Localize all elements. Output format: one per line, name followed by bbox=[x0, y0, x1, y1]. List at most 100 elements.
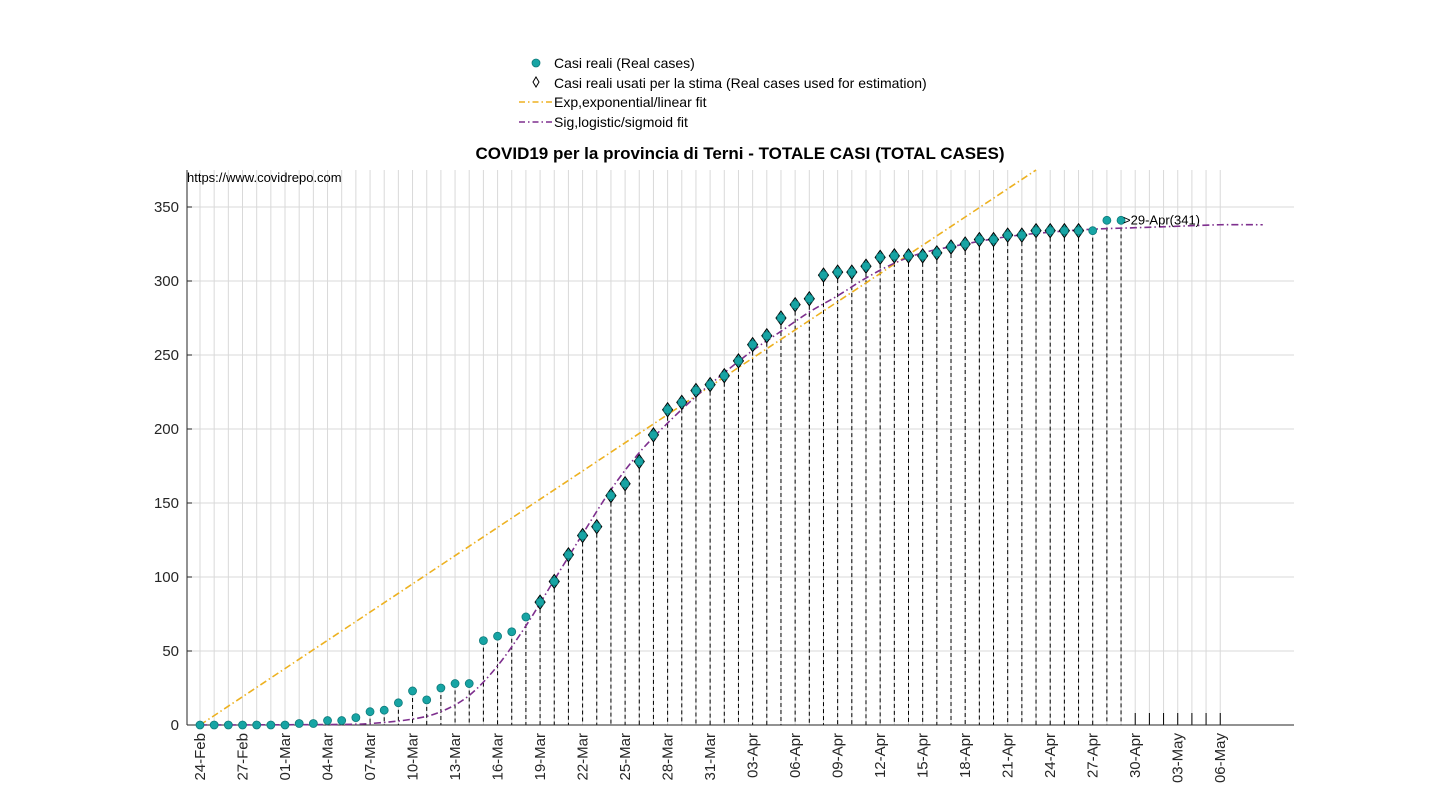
legend-label-sig-fit: Sig,logistic/sigmoid fit bbox=[554, 114, 688, 130]
legend-box bbox=[510, 50, 970, 134]
real-case-point bbox=[195, 720, 205, 730]
real-case-point bbox=[889, 251, 899, 261]
x-tick-label: 16-Mar bbox=[490, 733, 507, 781]
real-case-point bbox=[989, 235, 998, 244]
real-case-point bbox=[861, 261, 871, 271]
x-tick-label: 22-Mar bbox=[575, 733, 592, 781]
real-case-point bbox=[734, 356, 743, 366]
x-tick-label: 01-Mar bbox=[277, 733, 294, 781]
real-case-point bbox=[464, 679, 474, 688]
y-tick-label: 350 bbox=[154, 199, 179, 216]
x-tick-label: 13-Mar bbox=[447, 733, 464, 781]
real-case-point bbox=[705, 380, 715, 390]
real-case-point bbox=[238, 720, 247, 730]
real-case-point bbox=[1102, 215, 1112, 225]
x-tick-label: 18-Apr bbox=[957, 733, 974, 778]
stems bbox=[298, 220, 1221, 725]
real-case-point bbox=[1045, 226, 1055, 236]
real-case-point bbox=[620, 479, 630, 489]
real-case-point bbox=[294, 719, 304, 728]
real-case-point bbox=[790, 300, 800, 310]
x-tick-label: 03-May bbox=[1170, 733, 1187, 784]
y-tick-label: 250 bbox=[154, 347, 179, 364]
real-case-point bbox=[762, 331, 772, 341]
x-tick-label: 24-Feb bbox=[192, 733, 209, 781]
real-case-point bbox=[634, 457, 644, 466]
legend-marker-real-cases bbox=[531, 58, 541, 68]
real-case-point bbox=[266, 720, 276, 730]
x-tick-label: 27-Apr bbox=[1085, 733, 1102, 778]
real-case-point bbox=[946, 242, 956, 252]
x-tick-label: 07-Mar bbox=[362, 733, 379, 781]
real-case-point bbox=[478, 636, 488, 646]
real-case-point bbox=[847, 267, 857, 277]
real-case-point bbox=[252, 720, 262, 730]
data-points bbox=[195, 215, 1126, 730]
x-tick-label: 30-Apr bbox=[1127, 733, 1144, 778]
y-tick-label: 150 bbox=[154, 495, 179, 512]
real-case-point bbox=[649, 430, 658, 440]
real-case-point bbox=[663, 405, 673, 415]
real-case-point bbox=[1074, 226, 1083, 236]
x-tick-label: 24-Apr bbox=[1042, 733, 1059, 778]
real-case-point bbox=[875, 252, 885, 262]
real-case-point bbox=[323, 716, 332, 725]
x-tick-label: 04-Mar bbox=[320, 733, 337, 781]
real-case-point bbox=[280, 720, 290, 730]
source-note: https://www.covidrepo.com bbox=[187, 170, 342, 185]
real-case-point bbox=[974, 235, 984, 244]
real-case-point bbox=[578, 531, 587, 540]
real-case-point bbox=[804, 294, 814, 304]
real-case-point bbox=[960, 239, 970, 249]
real-case-point bbox=[507, 627, 517, 637]
real-case-point bbox=[1003, 230, 1013, 240]
legend-marker-used-cases bbox=[532, 76, 540, 88]
real-case-point bbox=[776, 313, 786, 323]
x-tick-label: 31-Mar bbox=[702, 733, 719, 781]
real-case-point bbox=[308, 719, 318, 728]
real-case-point bbox=[365, 707, 375, 717]
real-case-point bbox=[833, 267, 843, 277]
legend-label-exp-fit: Exp,exponential/linear fit bbox=[554, 94, 707, 110]
y-tick-label: 100 bbox=[154, 569, 179, 586]
y-tick-label: 300 bbox=[154, 273, 179, 290]
real-case-point bbox=[436, 683, 446, 693]
x-tick-label: 19-Mar bbox=[532, 733, 549, 781]
x-tick-label: 25-Mar bbox=[617, 733, 634, 781]
real-case-point bbox=[1017, 230, 1027, 240]
chart-title: COVID19 per la provincia di Terni - TOTA… bbox=[476, 144, 1005, 163]
x-tick-label: 09-Apr bbox=[830, 733, 847, 778]
y-tick-label: 50 bbox=[162, 643, 179, 660]
real-case-point bbox=[1031, 226, 1041, 236]
real-case-point bbox=[904, 251, 913, 261]
real-case-point bbox=[521, 612, 531, 622]
real-case-point bbox=[592, 522, 602, 532]
sigmoid-fit-line bbox=[199, 223, 1263, 726]
x-tick-label: 06-Apr bbox=[787, 733, 804, 778]
axes bbox=[186, 170, 1294, 726]
real-case-point bbox=[422, 695, 432, 705]
x-tick-label: 10-Mar bbox=[405, 733, 422, 781]
y-tick-label: 200 bbox=[154, 421, 179, 438]
real-case-point bbox=[1116, 215, 1126, 225]
real-case-point bbox=[691, 386, 701, 395]
real-case-point bbox=[918, 251, 928, 261]
real-case-point bbox=[223, 720, 233, 730]
x-tick-label: 28-Mar bbox=[660, 733, 677, 781]
real-case-point bbox=[209, 720, 219, 730]
y-tick-label: 0 bbox=[171, 717, 179, 734]
legend: Casi reali (Real cases) Casi reali usati… bbox=[510, 50, 970, 134]
real-case-point bbox=[493, 631, 502, 641]
last-value-annotation: >29-Apr(341) bbox=[1123, 212, 1200, 227]
x-tick-label: 06-May bbox=[1212, 733, 1229, 784]
real-case-point bbox=[1059, 226, 1069, 236]
legend-label-used-cases: Casi reali usati per la stima (Real case… bbox=[554, 75, 927, 91]
real-case-point bbox=[408, 686, 417, 696]
real-case-point bbox=[564, 550, 573, 560]
real-case-point bbox=[351, 713, 361, 722]
real-case-point bbox=[932, 248, 942, 258]
real-case-point bbox=[1088, 226, 1098, 236]
fit-lines bbox=[199, 169, 1263, 726]
real-case-point bbox=[337, 716, 347, 725]
x-tick-label: 03-Apr bbox=[745, 733, 762, 778]
